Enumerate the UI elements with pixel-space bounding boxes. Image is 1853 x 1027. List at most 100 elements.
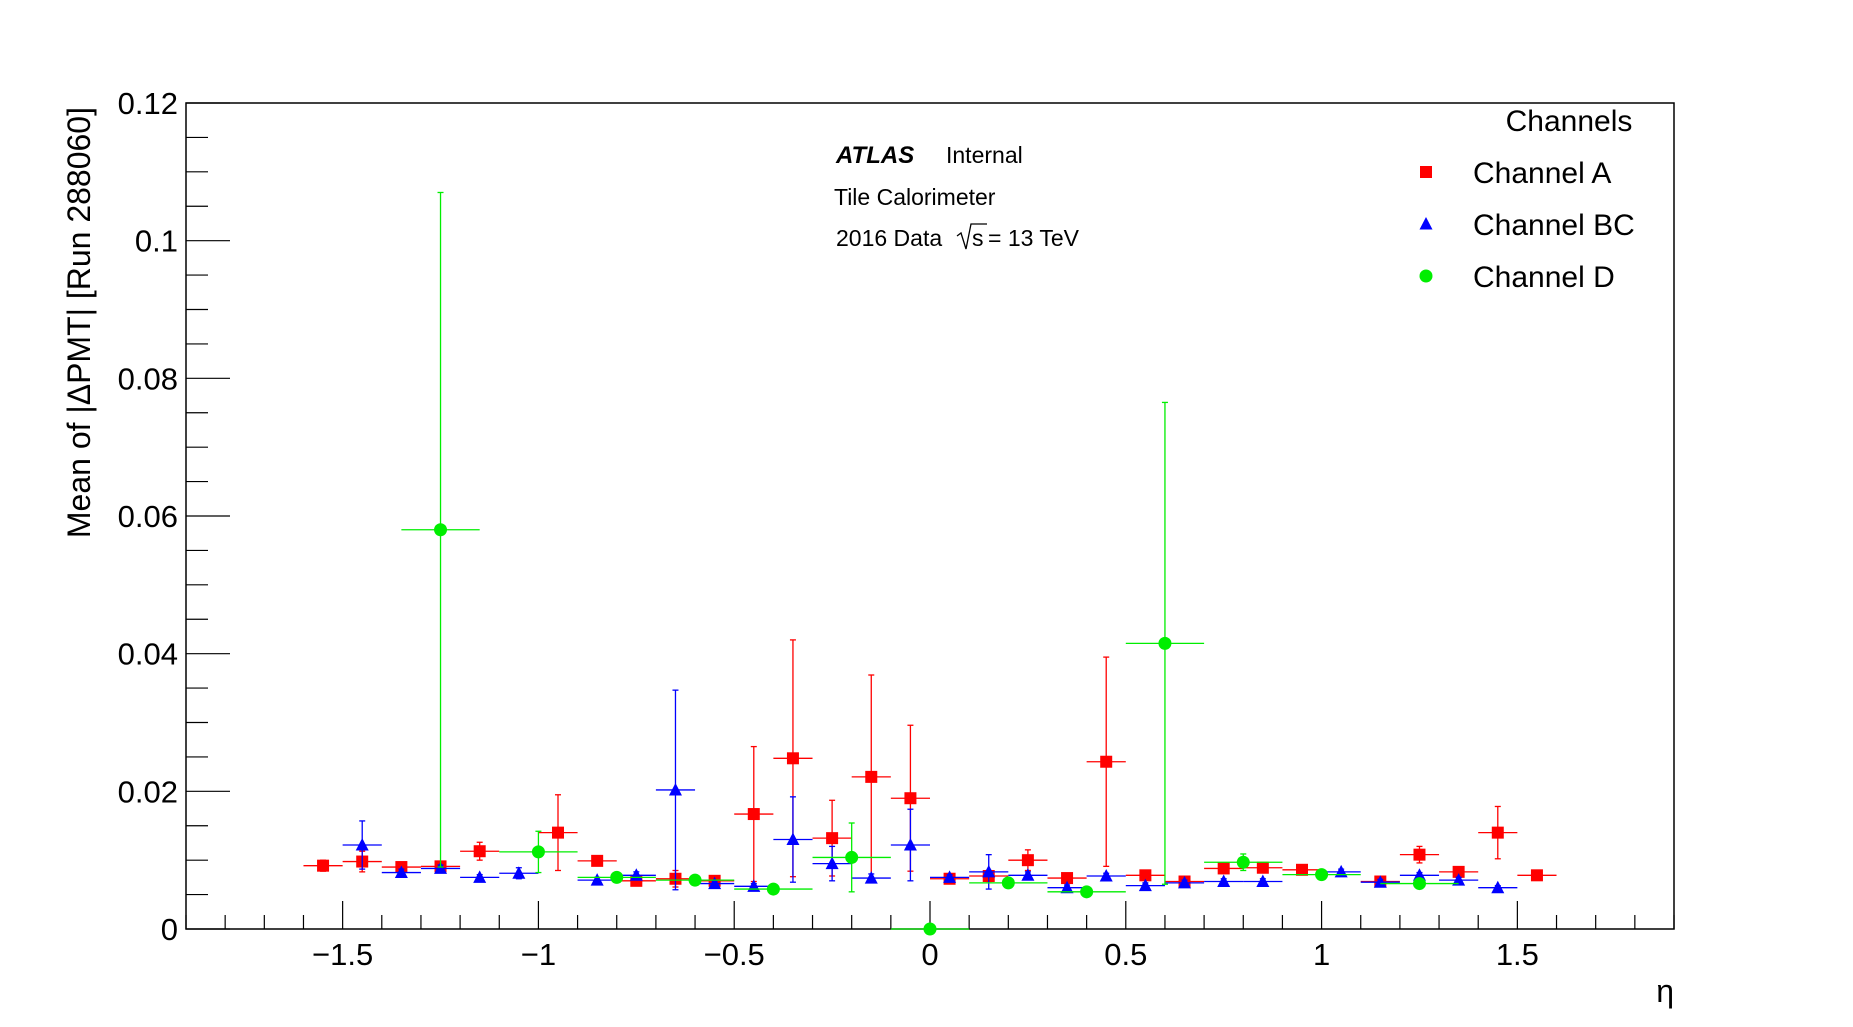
- data-point: [1380, 877, 1459, 891]
- point-marker: [864, 871, 878, 884]
- data-point: [577, 854, 617, 867]
- point-marker: [591, 854, 604, 867]
- point-marker: [512, 866, 526, 879]
- point-marker: [1256, 874, 1270, 888]
- point-marker: [688, 873, 702, 887]
- data-point: [812, 845, 852, 882]
- y-tick-label: 0.1: [135, 224, 178, 259]
- data-point: [1164, 875, 1205, 889]
- legend-entries: Channel A Channel BC Channel D: [1419, 157, 1635, 294]
- x-tick-label: −1.5: [312, 937, 373, 972]
- data-point: [1008, 849, 1048, 872]
- point-marker: [1158, 636, 1172, 650]
- data-point: [1008, 868, 1048, 881]
- point-marker: [845, 850, 859, 864]
- data-point: [655, 873, 735, 887]
- point-marker: [1296, 863, 1308, 876]
- series-channel-a: [303, 639, 1557, 888]
- data-point: [1517, 869, 1557, 882]
- data-point: [851, 871, 891, 884]
- point-marker: [590, 873, 604, 886]
- data-point: [303, 859, 343, 872]
- x-axis-title: η: [1656, 973, 1674, 1009]
- data-point: [342, 820, 382, 870]
- point-marker: [552, 826, 564, 839]
- data-point: [1439, 873, 1479, 886]
- point-marker: [1061, 872, 1074, 885]
- data-point: [1282, 868, 1361, 882]
- data-point: [1125, 869, 1165, 882]
- point-marker: [1178, 875, 1192, 889]
- legend-entry-channel-bc: Channel BC: [1419, 209, 1635, 242]
- point-marker: [317, 859, 330, 872]
- sqrt-s-label: s: [972, 225, 984, 251]
- y-tick-label: 0.02: [118, 774, 178, 809]
- axis-ticks: [185, 102, 1675, 930]
- data-point: [538, 794, 578, 872]
- x-tick-labels: −1.5 −1 −0.5 0 0.5 1 1.5: [312, 937, 1539, 972]
- energy-label: = 13 TeV: [988, 225, 1080, 251]
- point-marker: [1412, 868, 1426, 881]
- point-marker: [1217, 862, 1230, 875]
- data-point: [577, 870, 656, 884]
- point-marker: [1100, 755, 1113, 768]
- data-point: [695, 876, 735, 890]
- y-axis-title: Mean of |ΔPMT| [Run 288060]: [61, 107, 97, 538]
- point-marker: [982, 864, 996, 878]
- legend-marker-channel-d: [1419, 269, 1433, 283]
- detector-label: Tile Calorimeter: [834, 184, 996, 210]
- internal-label: Internal: [946, 142, 1023, 168]
- legend-label-channel-a: Channel A: [1473, 157, 1611, 190]
- data-point: [460, 870, 500, 883]
- point-marker: [1491, 880, 1505, 894]
- point-marker: [531, 845, 545, 859]
- point-marker: [434, 523, 448, 537]
- data-point: [890, 922, 970, 936]
- point-marker: [394, 865, 408, 879]
- data-point: [1478, 880, 1518, 894]
- point-marker: [747, 879, 761, 892]
- legend-marker-channel-bc: [1419, 217, 1433, 230]
- point-marker: [473, 870, 487, 883]
- data-point: [1086, 868, 1126, 882]
- data-point: [1047, 885, 1126, 899]
- point-marker: [1217, 874, 1231, 888]
- data-point: [969, 854, 1009, 890]
- data-point: [1360, 875, 1400, 888]
- point-marker: [923, 922, 937, 936]
- data-point: [460, 841, 500, 861]
- data-point: [851, 674, 891, 880]
- data-point: [1125, 878, 1165, 892]
- point-marker: [903, 838, 917, 851]
- y-tick-label: 0.04: [118, 637, 178, 672]
- legend-entry-channel-a: Channel A: [1420, 157, 1611, 190]
- y-tick-label: 0: [161, 912, 178, 947]
- legend-entry-channel-d: Channel D: [1419, 261, 1615, 294]
- data-point: [1243, 874, 1283, 888]
- point-marker: [943, 870, 957, 883]
- x-tick-label: 0.5: [1104, 937, 1147, 972]
- point-marker: [1021, 868, 1035, 881]
- data-point: [1125, 401, 1205, 885]
- data-point: [773, 796, 813, 883]
- data-point: [1204, 874, 1244, 888]
- point-marker: [1080, 885, 1094, 899]
- sqrt-symbol-icon: [956, 223, 987, 250]
- point-marker: [610, 870, 624, 884]
- series-channel-bc: [342, 689, 1518, 894]
- data-point: [381, 865, 421, 879]
- data-point: [734, 745, 774, 883]
- x-tick-label: −0.5: [704, 937, 765, 972]
- point-marker: [1315, 868, 1329, 882]
- y-tick-label: 0.12: [118, 86, 178, 121]
- data-year-label: 2016 Data: [836, 225, 942, 251]
- data-point: [969, 876, 1048, 890]
- data-marks: [303, 191, 1557, 936]
- point-marker: [1060, 880, 1074, 894]
- legend-title: Channels: [1506, 105, 1633, 138]
- point-marker: [1139, 869, 1152, 882]
- point-marker: [1452, 865, 1465, 878]
- x-tick-label: −1: [521, 937, 556, 972]
- x-tick-label: 0: [921, 937, 938, 972]
